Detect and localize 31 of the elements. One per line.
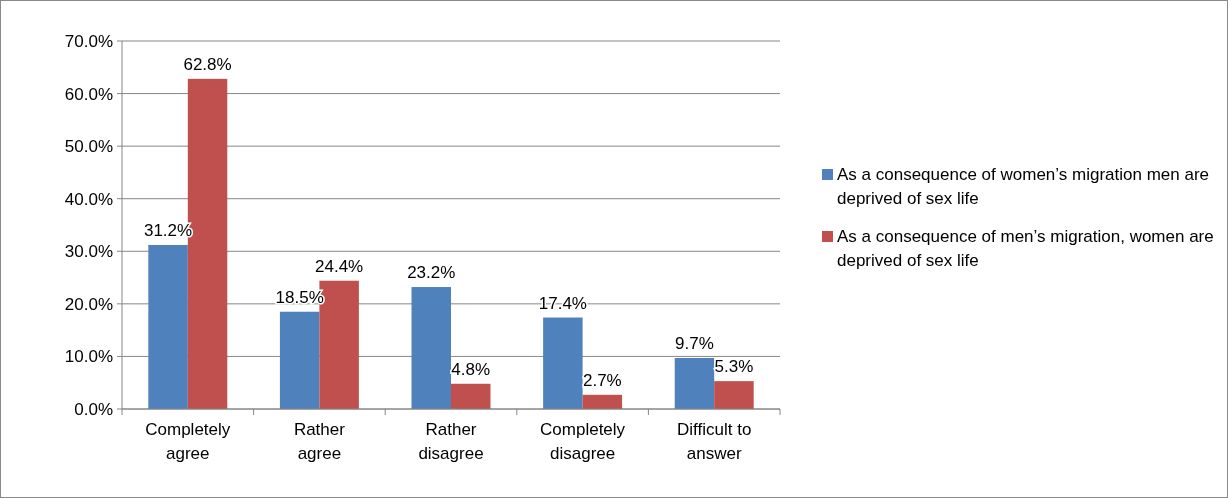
y-tick-label: 30.0% <box>64 242 113 262</box>
y-tick-label: 20.0% <box>64 294 113 314</box>
data-label: 4.8% <box>451 359 491 379</box>
x-tick-label: Difficult to answer <box>677 420 752 463</box>
data-label: 62.8% <box>183 54 232 74</box>
x-tick-label: Completely disagree <box>540 420 626 463</box>
legend-label: As a consequence of women’s migration men are deprived of sex life <box>837 165 1209 208</box>
bar <box>451 383 491 409</box>
y-tick-label: 60.0% <box>64 84 113 104</box>
bar <box>411 287 451 409</box>
bar <box>714 381 754 409</box>
y-tick-label: 50.0% <box>64 137 113 157</box>
y-tick-label: 0.0% <box>74 399 113 419</box>
data-label: 5.3% <box>714 357 754 377</box>
bar <box>279 311 320 409</box>
legend-label: As a consequence of men’s migration, women are deprived of sex life <box>837 227 1214 270</box>
y-tick-label: 70.0% <box>64 31 113 51</box>
x-tick-label: Rather disagree <box>418 420 484 463</box>
bar <box>543 317 583 409</box>
y-tick-label: 10.0% <box>64 347 113 367</box>
bar <box>582 394 623 409</box>
data-label: 2.7% <box>582 370 622 390</box>
x-tick-label: Completely agree <box>145 420 231 463</box>
data-label: 24.4% <box>315 256 364 276</box>
data-label: 9.7% <box>675 334 714 354</box>
data-label: 23.2% <box>407 263 456 283</box>
bar <box>148 244 188 409</box>
x-tick-label: Rather agree <box>293 420 346 463</box>
data-label: 17.4% <box>538 293 587 313</box>
bar <box>674 358 715 409</box>
y-tick-label: 40.0% <box>64 189 113 209</box>
